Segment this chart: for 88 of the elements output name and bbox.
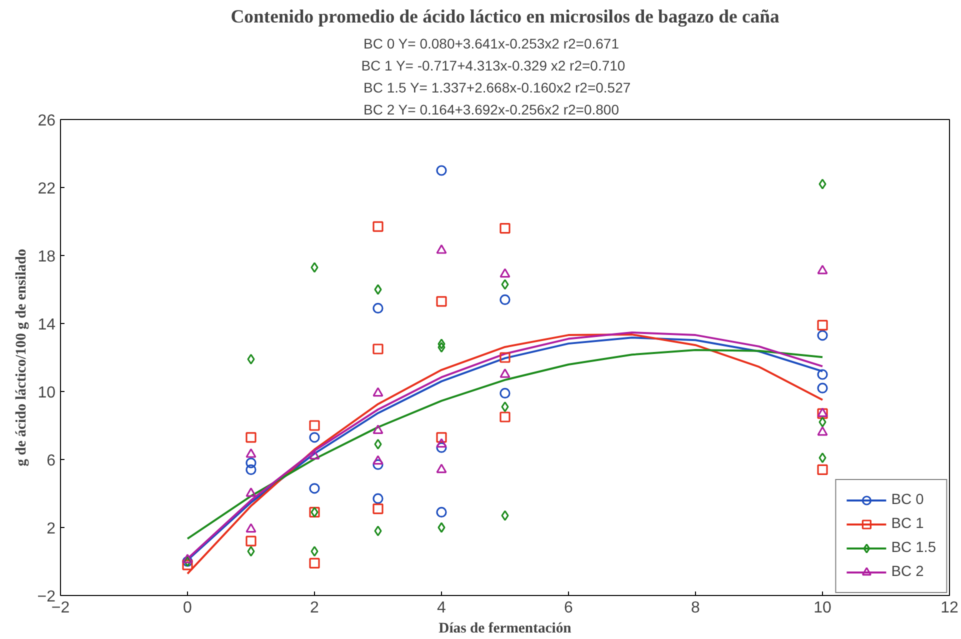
- point: [246, 488, 256, 497]
- point: [436, 464, 447, 474]
- point: [817, 369, 828, 380]
- point: [309, 450, 320, 460]
- x-tick-label: 10: [814, 600, 832, 616]
- x-tick-label: 0: [183, 600, 192, 616]
- x-tick-label: 8: [691, 600, 700, 616]
- point: [817, 382, 828, 394]
- point: [310, 262, 318, 273]
- x-tick-label: 4: [437, 600, 446, 616]
- point: [438, 342, 446, 353]
- point: [182, 554, 193, 564]
- text: BC 0 Y= 0.080+3.641x-0.253x2 r2=0.671: [364, 36, 620, 52]
- point: [372, 424, 384, 434]
- point: [500, 368, 510, 378]
- legend-label: BC 0: [891, 492, 924, 508]
- y-tick-label: 14: [38, 316, 56, 334]
- point: [372, 302, 384, 314]
- legend-label: BC 1: [891, 516, 924, 532]
- point: [500, 352, 510, 363]
- point: [436, 506, 447, 518]
- point: [372, 459, 384, 470]
- point: [309, 558, 320, 568]
- y-tick-label: 2: [46, 520, 56, 538]
- point: [246, 464, 256, 475]
- point: [310, 546, 318, 557]
- text: BC 1 Y= -0.717+4.313x-0.329 x2 r2=0.710: [361, 58, 626, 74]
- point: [501, 402, 509, 412]
- point: [818, 416, 826, 428]
- point: [817, 426, 828, 436]
- text: BC 1.5 Y= 1.337+2.668x-0.160x2 r2=0.527: [364, 80, 631, 96]
- point: [436, 442, 447, 453]
- y-tick-label: 26: [38, 112, 56, 130]
- y-tick-label: 22: [38, 180, 56, 198]
- x-tick-label: 12: [940, 600, 958, 616]
- line-series: [186, 349, 824, 540]
- point: [374, 284, 382, 295]
- point: [372, 493, 384, 504]
- point: [247, 546, 255, 557]
- point: [436, 296, 447, 307]
- point: [246, 448, 256, 458]
- point: [818, 178, 826, 190]
- point: [246, 523, 256, 533]
- y-axis-title: g de ácido láctico/100 g de ensilado: [13, 248, 30, 466]
- text: BC 2 Y= 0.164+3.692x-0.256x2 r2=0.800: [364, 102, 620, 118]
- point: [501, 510, 509, 521]
- y-tick-label: −2: [37, 588, 56, 606]
- point: [436, 244, 447, 254]
- point: [501, 279, 509, 290]
- point: [309, 420, 320, 431]
- legend-label: BC 2: [891, 564, 924, 580]
- point: [309, 483, 320, 494]
- point: [372, 455, 384, 465]
- point: [817, 464, 828, 475]
- point: [309, 432, 320, 443]
- point: [500, 388, 510, 398]
- point: [182, 560, 193, 570]
- point: [500, 412, 510, 422]
- y-tick-label: 10: [38, 384, 56, 402]
- point: [372, 221, 384, 232]
- point: [438, 522, 446, 533]
- point: [436, 438, 447, 448]
- point: [438, 338, 446, 350]
- x-axis-title: Días de fermentación: [438, 620, 572, 636]
- chart-title: Contenido promedio de ácido láctico en microsilos de bagazo de caña: [230, 6, 780, 28]
- point: [247, 354, 255, 364]
- point: [246, 458, 256, 468]
- point: [372, 387, 384, 397]
- point: [436, 165, 447, 176]
- y-tick-label: 6: [46, 452, 56, 470]
- point: [246, 432, 256, 443]
- point: [817, 330, 828, 341]
- y-tick-label: 18: [38, 248, 56, 266]
- x-tick-label: 6: [564, 600, 574, 616]
- point: [436, 432, 447, 443]
- point: [374, 526, 382, 536]
- x-tick-label: 2: [310, 600, 320, 616]
- point: [817, 320, 828, 330]
- point: [500, 268, 510, 278]
- legend-label: BC 1.5: [891, 540, 936, 556]
- point: [372, 344, 384, 354]
- point: [500, 294, 510, 305]
- point: [372, 504, 384, 514]
- point: [246, 536, 256, 546]
- point: [818, 452, 826, 464]
- point: [500, 223, 510, 234]
- point: [374, 438, 382, 450]
- point: [817, 264, 828, 274]
